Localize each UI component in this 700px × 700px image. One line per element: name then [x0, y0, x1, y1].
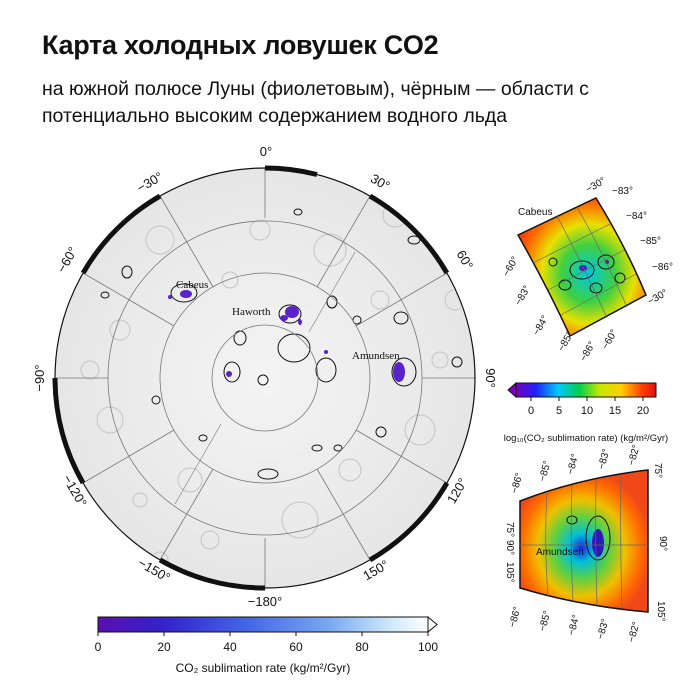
lon-label-90: 90° [483, 368, 498, 388]
cabeus-lat-a: −83° [612, 186, 633, 197]
cabeus-lat-d: −86° [652, 262, 673, 273]
amundsen-lon-right-mid: 90° [657, 536, 668, 551]
lon-label-30: 30° [368, 171, 393, 194]
amundsen-inset-name: Amundsen [536, 547, 584, 558]
log-tick-4: 20 [637, 405, 649, 417]
polar-map: 0° 30° 60° 90° 120° 150° −180° −150° −12… [32, 144, 498, 609]
amundsen-lon-right-bottom: 105° [655, 601, 666, 622]
co2-colorbar-arrow [427, 615, 438, 634]
co2-tick-2: 40 [223, 640, 237, 654]
amundsen-inset-map [519, 469, 649, 613]
amundsen-lat-top-c: −84° [565, 453, 581, 476]
amundsen-lat-bottom-c: −84° [566, 614, 582, 637]
crater-label-cabeus: Cabeus [176, 279, 208, 291]
co2-colorbar-label: CO₂ sublimation rate (kg/m²/Gyr) [176, 661, 351, 675]
amundsen-lat-bottom-a: −86° [507, 606, 523, 629]
log-colorbar-arrow [507, 381, 517, 399]
cabeus-inset: Cabeus −83° −84° −85° −86° −30° −30° −60… [501, 176, 673, 364]
amundsen-lon-right-top: 75° [652, 463, 663, 478]
amundsen-lon-left-top: 75° [504, 522, 515, 537]
co2-colorbar: 0 20 40 60 80 100 CO₂ sublimation rate (… [95, 615, 438, 675]
amundsen-lat-bottom-b: −85° [537, 610, 553, 633]
co2-tick-0: 0 [95, 640, 102, 654]
cabeus-lon-top: −30° [584, 176, 608, 196]
co2-cold-traps [168, 290, 405, 382]
page-title: Карта холодных ловушек CO2 [42, 30, 439, 60]
log-colorbar-gradient [515, 382, 657, 398]
lon-label-180: −180° [248, 594, 282, 609]
co2-tick-4: 80 [355, 640, 369, 654]
lon-label-minus-60: −60° [54, 244, 81, 275]
amundsen-co2-trap [592, 529, 604, 557]
amundsen-inset: Amundsen −86° −85° −84° −83° −82° −86° −… [504, 444, 668, 644]
cabeus-lat-b: −84° [626, 211, 647, 222]
cabeus-lon-left: −60° [501, 255, 521, 279]
amundsen-lat-top-b: −85° [537, 460, 553, 483]
cabeus-inset-name: Cabeus [518, 207, 552, 218]
ice-regions [100, 208, 463, 480]
graticule [55, 168, 475, 588]
amundsen-lon-left-bottom: 105° [504, 562, 515, 583]
co2-tick-3: 60 [289, 640, 303, 654]
lon-label-minus-90: −90° [32, 364, 47, 391]
amundsen-lat-top-e: −82° [626, 444, 642, 467]
log-colorbar: 0 5 10 15 20 log₁₀(CO₂ sublimation rate)… [504, 381, 668, 444]
frame-bands [52, 165, 450, 591]
cabeus-co2-traps [579, 260, 609, 271]
lon-label-minus-30: −30° [134, 169, 165, 196]
crater-label-haworth: Haworth [232, 306, 271, 318]
amundsen-lat-top-a: −86° [509, 472, 525, 495]
amundsen-lat-bottom-e: −82° [626, 621, 642, 644]
cabeus-lat-bottom-b: −84° [531, 314, 551, 338]
amundsen-lat-bottom-d: −83° [595, 618, 611, 641]
lon-label-0: 0° [260, 144, 272, 159]
moon-surface [55, 168, 475, 588]
log-tick-1: 5 [556, 405, 562, 417]
amundsen-lat-top-d: −83° [596, 448, 612, 471]
log-colorbar-label: log₁₀(CO₂ sublimation rate) (kg/m²/Gyr) [504, 433, 668, 444]
co2-colorbar-gradient [97, 616, 429, 633]
log-tick-3: 15 [609, 405, 621, 417]
cabeus-lat-bottom-a: −83° [513, 284, 533, 308]
page-subtitle: на южной полюсе Луны (фиолетовым), чёрны… [42, 78, 589, 127]
log-tick-2: 10 [581, 405, 593, 417]
amundsen-lon-left-mid: 90° [504, 540, 515, 555]
amundsen-ice-regions [566, 515, 611, 561]
amundsen-graticule [520, 474, 648, 610]
cabeus-lat-bottom-d: −86° [578, 340, 598, 364]
cabeus-graticule [532, 206, 637, 319]
lon-label-60: 60° [453, 247, 476, 272]
cabeus-lat-c: −85° [640, 236, 661, 247]
log-tick-0: 0 [528, 405, 534, 417]
crater-label-amundsen: Amundsen [352, 350, 400, 362]
co2-tick-1: 20 [157, 640, 171, 654]
cabeus-lon-bottom: −60° [600, 328, 620, 352]
cabeus-lon-right: −30° [646, 288, 670, 308]
co2-tick-5: 100 [418, 640, 438, 654]
